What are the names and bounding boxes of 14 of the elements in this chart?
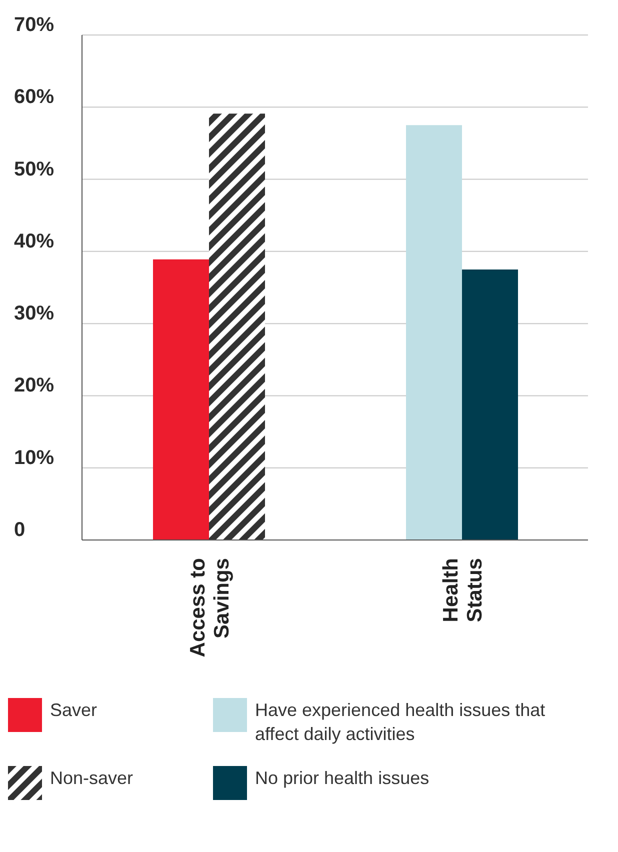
- y-tick-label: 70%: [14, 14, 54, 36]
- x-tick-label: Access to Savings: [186, 558, 234, 658]
- y-tick-label: 20%: [14, 374, 54, 397]
- legend-label: No prior health issues: [255, 767, 430, 790]
- y-tick-label: 50%: [14, 158, 54, 180]
- y-tick-label: 30%: [14, 302, 54, 325]
- legend-label: Have experienced health issues that affect daily activities: [255, 699, 546, 746]
- y-tick-label: 60%: [14, 86, 54, 108]
- y-tick-label: 40%: [14, 230, 54, 252]
- y-tick-label: 0: [14, 519, 26, 541]
- legend-label: Saver: [50, 699, 98, 722]
- x-tick-label: Health Status: [440, 558, 486, 622]
- y-tick-label: 10%: [14, 446, 54, 469]
- legend-label: Non-saver: [50, 767, 134, 790]
